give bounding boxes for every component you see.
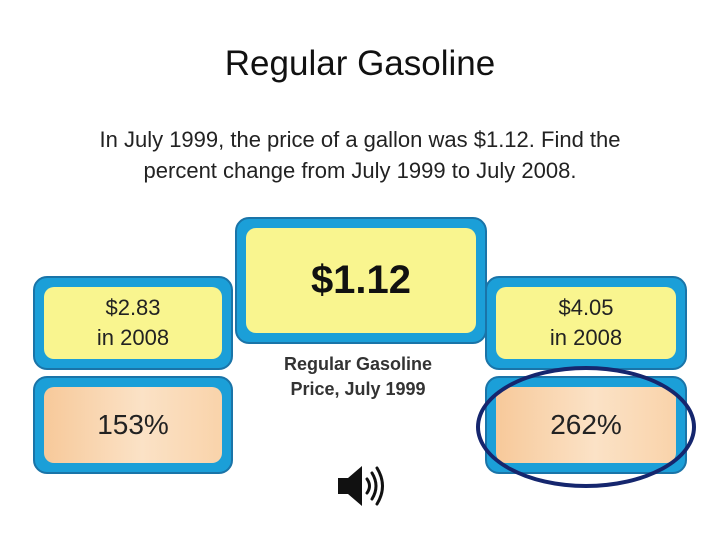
slide-title: Regular Gasoline [224,44,496,83]
center-price-box: $1.12 [246,228,476,333]
center-price-caption: Regular Gasoline Price, July 1999 [258,352,458,402]
left-answer-percent: 153% [97,409,169,440]
left-price-card: $2.83 in 2008 [33,276,233,370]
left-price-year: in 2008 [96,325,170,350]
center-price-card: $1.12 [235,217,487,344]
question-text: In July 1999, the price of a gallon was … [40,124,680,186]
left-price-value: $2.83 [105,295,161,320]
question-line-2: percent change from July 1999 to July 20… [143,158,577,183]
center-price-value: $1.12 [310,258,412,302]
right-price-value: $4.05 [558,295,614,320]
left-price-box: $2.83 in 2008 [44,287,222,359]
speaker-icon[interactable] [336,464,388,513]
selected-answer-ring [476,366,696,488]
right-price-card: $4.05 in 2008 [485,276,687,370]
right-price-box: $4.05 in 2008 [496,287,676,359]
question-line-1: In July 1999, the price of a gallon was … [99,127,621,152]
left-answer-card[interactable]: 153% [33,376,233,474]
caption-line-1: Regular Gasoline [283,354,433,374]
right-price-year: in 2008 [549,325,623,350]
caption-line-2: Price, July 1999 [290,379,426,399]
left-answer-box[interactable]: 153% [44,387,222,463]
